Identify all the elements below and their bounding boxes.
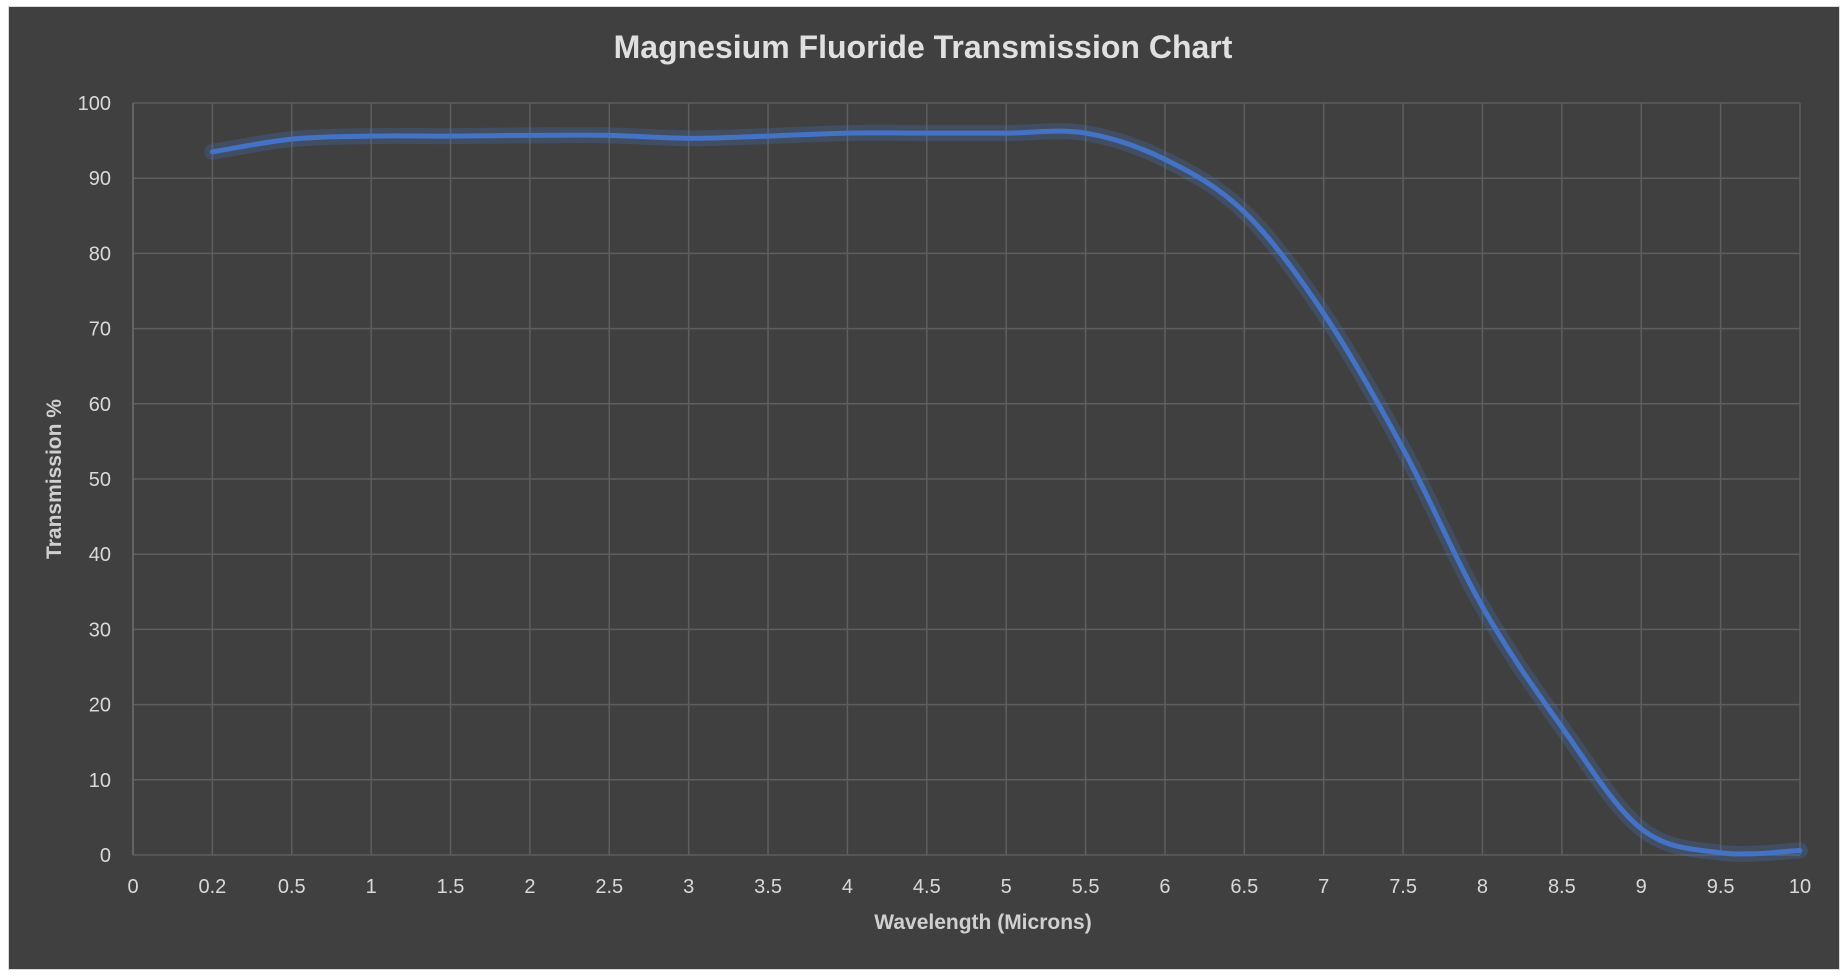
x-tick-label: 0.2 xyxy=(198,876,226,898)
x-tick-label: 9.5 xyxy=(1707,876,1735,898)
x-tick-label: 3.5 xyxy=(754,876,782,898)
y-tick-label: 0 xyxy=(100,845,111,867)
x-tick-label: 1 xyxy=(366,876,377,898)
x-tick-label: 3 xyxy=(683,876,694,898)
y-tick-label: 40 xyxy=(89,544,111,566)
x-tick-label: 5 xyxy=(1001,876,1012,898)
series-line xyxy=(209,128,1803,857)
y-tick-label: 60 xyxy=(89,394,111,416)
x-tick-label: 6 xyxy=(1159,876,1170,898)
y-axis-title: Transmission % xyxy=(43,399,66,559)
x-tick-label: 7.5 xyxy=(1389,876,1417,898)
chart-title: Magnesium Fluoride Transmission Chart xyxy=(614,29,1233,65)
x-tick-label: 0.5 xyxy=(278,876,306,898)
y-tick-label: 30 xyxy=(89,619,111,641)
x-tick-label: 4.5 xyxy=(913,876,941,898)
x-tick-label: 5.5 xyxy=(1072,876,1100,898)
x-tick-label: 0 xyxy=(127,876,138,898)
x-tick-label: 10 xyxy=(1789,876,1811,898)
x-axis-title: Wavelength (Microns) xyxy=(874,911,1091,934)
x-tick-label: 6.5 xyxy=(1230,876,1258,898)
y-tick-label: 70 xyxy=(89,319,111,341)
x-tick-label: 8.5 xyxy=(1548,876,1576,898)
x-tick-label: 8 xyxy=(1477,876,1488,898)
y-tick-label: 10 xyxy=(89,770,111,792)
x-tick-label: 2.5 xyxy=(595,876,623,898)
y-tick-label: 50 xyxy=(89,469,111,491)
x-tick-label: 9 xyxy=(1636,876,1647,898)
y-tick-label: 100 xyxy=(78,93,111,115)
x-tick-label: 7 xyxy=(1318,876,1329,898)
chart-area xyxy=(8,6,1840,970)
x-tick-label: 1.5 xyxy=(437,876,465,898)
y-tick-label: 90 xyxy=(89,168,111,190)
x-tick-label: 2 xyxy=(524,876,535,898)
y-tick-label: 80 xyxy=(89,243,111,265)
x-tick-label: 4 xyxy=(842,876,853,898)
y-tick-label: 20 xyxy=(89,695,111,717)
